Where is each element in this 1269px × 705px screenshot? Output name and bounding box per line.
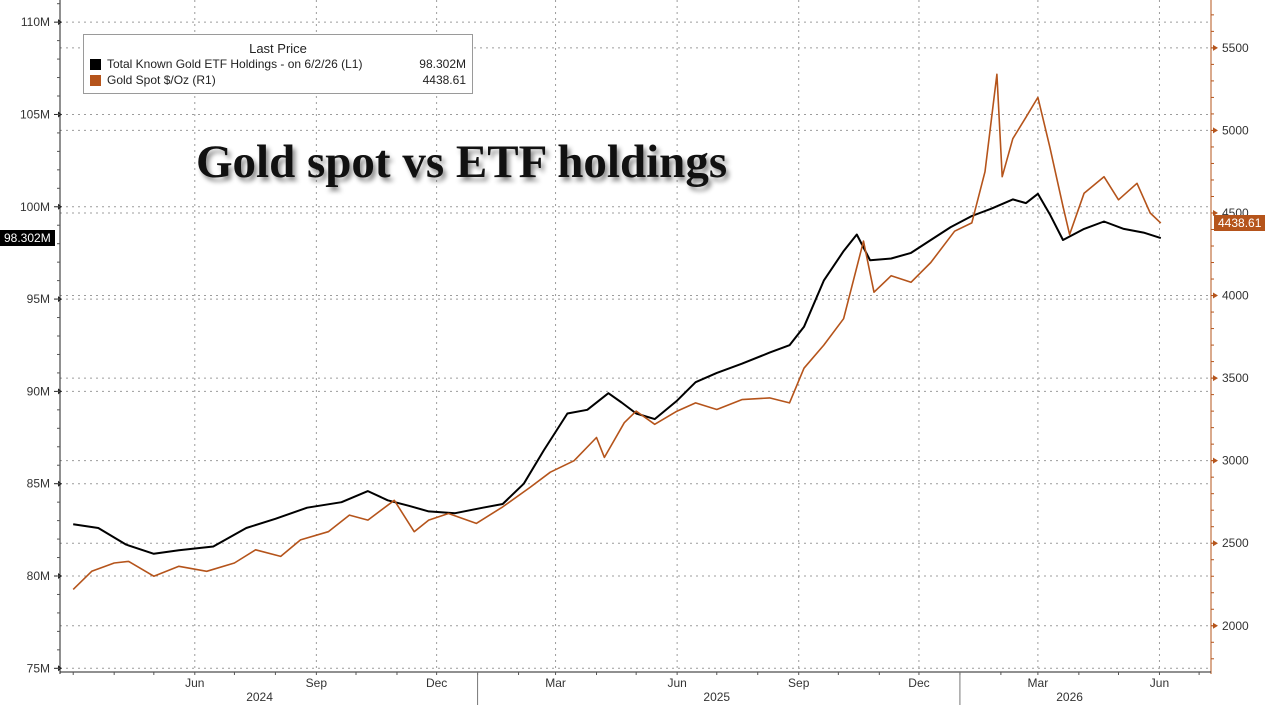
right-tick-arrow [1213,44,1218,51]
right-tick-arrow [1213,457,1218,464]
right-tick-label: 3000 [1222,454,1249,468]
legend-swatch-black [90,59,101,70]
x-tick-label: Mar [545,676,566,690]
x-year-label: 2026 [1056,690,1083,704]
x-tick-label: Jun [1150,676,1169,690]
series-lines [72,73,1162,590]
right-tick-arrow [1213,622,1218,629]
x-tick-label: Dec [426,676,447,690]
x-tick-label: Sep [788,676,810,690]
legend-label: Gold Spot $/Oz (R1) [107,73,216,87]
series-line-gold-spot [72,73,1162,590]
right-tick-arrow [1213,209,1218,216]
right-tick-label: 4000 [1222,289,1249,303]
left-tick-label: 95M [27,292,50,306]
right-tick-label: 3500 [1222,371,1249,385]
chart-title: Gold spot vs ETF holdings [196,136,728,188]
right-tick-arrow [1213,540,1218,547]
x-tick-label: Mar [1028,676,1049,690]
left-tick-label: 100M [20,200,50,214]
right-tick-label: 5000 [1222,123,1249,137]
right-tick-arrow [1213,292,1218,299]
left-axis: 75M 80M 85M 90M 95M 100M 105M 110M [20,3,62,675]
left-tick-label: 90M [27,384,50,398]
axes [59,0,1212,674]
left-tick-label: 75M [27,661,50,675]
right-tick-label: 2500 [1222,536,1249,550]
x-tick-label: Jun [667,676,686,690]
right-tick-label: 2000 [1222,619,1249,633]
x-tick-label: Jun [185,676,204,690]
x-year-label: 2025 [703,690,730,704]
x-tick-label: Dec [908,676,929,690]
left-tick-label: 110M [21,15,50,29]
left-tick-label: 85M [27,477,50,491]
series-line-etf-holdings [73,192,1162,555]
x-axis: Jun Sep Dec Mar Jun Sep Dec Mar Jun 2024 2025 2026 [72,672,1200,705]
left-tick-label: 105M [20,107,50,121]
x-tick-label: Sep [306,676,328,690]
legend-value: 98.302M [419,57,466,71]
right-tick-label: 5500 [1222,41,1249,55]
right-tick-arrow [1213,375,1218,382]
legend-value: 4438.61 [422,73,466,87]
left-last-value-tag: 98.302M [0,230,55,247]
right-last-value-tag: 4438.61 [1214,215,1266,232]
x-year-label: 2024 [246,690,273,704]
legend-swatch-orange [90,75,101,86]
legend-label: Total Known Gold ETF Holdings - on 6/2/2… [107,57,363,71]
legend-header: Last Price [249,41,307,56]
right-tick-arrow [1213,127,1218,134]
grid-lines [60,0,1211,672]
left-tick-label: 80M [27,569,50,583]
legend-entry-gold-spot: Gold Spot $/Oz (R1) 4438.61 [90,73,466,88]
legend-entry-etf-holdings: Total Known Gold ETF Holdings - on 6/2/2… [90,57,466,72]
legend: Last Price Total Known Gold ETF Holdings… [83,34,473,94]
